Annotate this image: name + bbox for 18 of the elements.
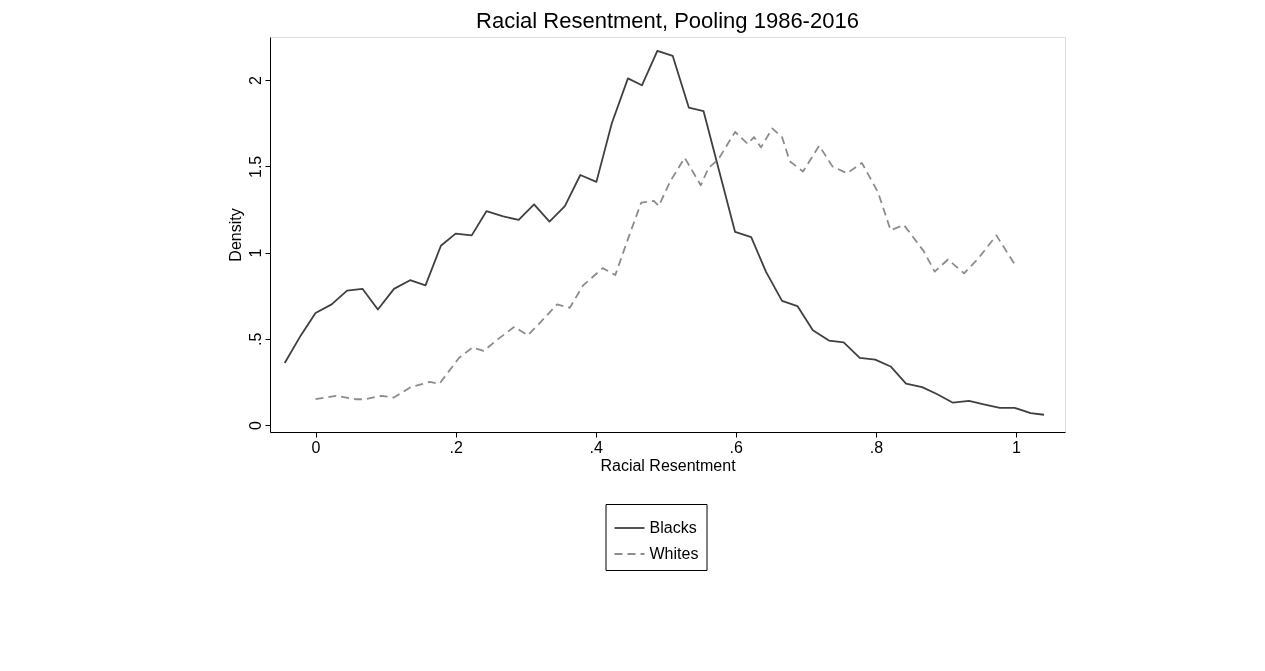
- y-tick-label: 0: [246, 421, 264, 431]
- y-tick-label: .5: [246, 332, 264, 347]
- y-tick-label: 1.5: [246, 155, 264, 178]
- x-tick-label: .6: [729, 438, 744, 456]
- legend-label: Blacks: [649, 519, 697, 536]
- x-tick-label: 1: [1012, 438, 1022, 456]
- x-tick-label: 0: [311, 438, 321, 456]
- x-tick-label: .2: [449, 438, 463, 456]
- chart-title: Racial Resentment, Pooling 1986-2016: [476, 8, 859, 33]
- x-tick-label: .8: [869, 438, 884, 456]
- line-series: [314, 127, 1017, 401]
- x-tick-label: .4: [589, 438, 603, 456]
- legend-label: Whites: [649, 545, 699, 562]
- y-axis-title: Density: [226, 208, 244, 262]
- y-tick-label: 2: [246, 76, 264, 86]
- y-tick-label: 1: [246, 248, 264, 258]
- line-series: [283, 49, 1045, 416]
- x-axis-title: Racial Resentment: [600, 456, 737, 474]
